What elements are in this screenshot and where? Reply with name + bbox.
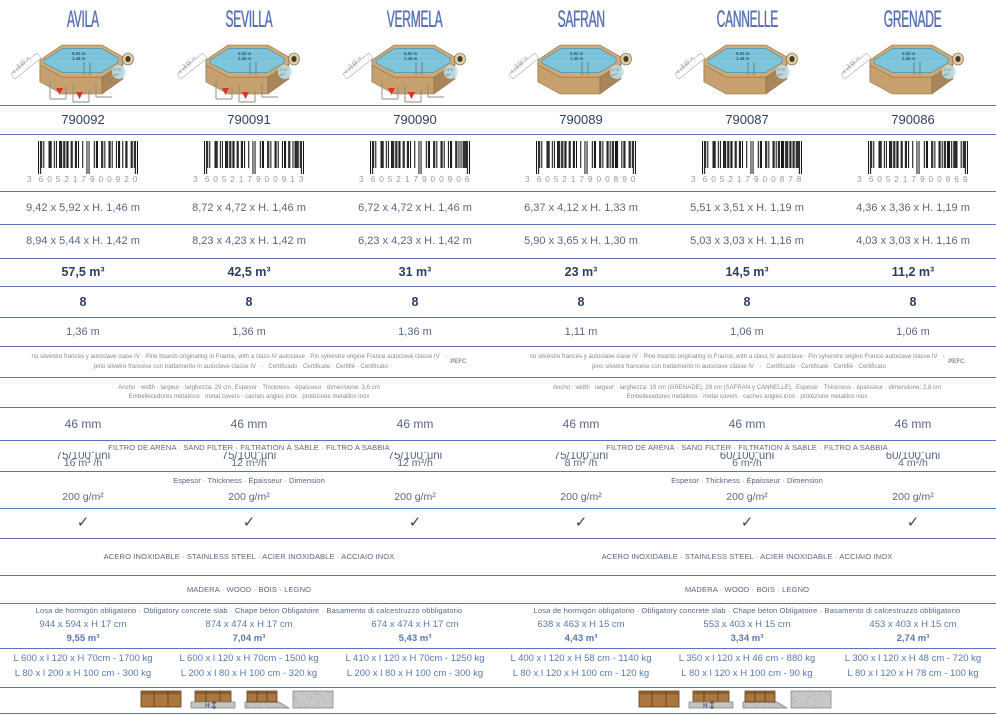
svg-text:0: 0	[762, 174, 767, 184]
svg-text:1: 1	[902, 174, 907, 184]
svg-text:3: 3	[857, 174, 862, 184]
svg-text:1.46 m: 1.46 m	[902, 56, 916, 61]
svg-text:1: 1	[72, 174, 77, 184]
svg-text:2: 2	[64, 174, 69, 184]
svg-text:4.15 m: 4.15 m	[11, 61, 27, 75]
svg-text:5: 5	[221, 174, 226, 184]
svg-text:7: 7	[788, 174, 793, 184]
svg-text:9: 9	[622, 174, 627, 184]
svg-text:3: 3	[193, 174, 198, 184]
svg-text:0: 0	[107, 174, 112, 184]
svg-text:0: 0	[379, 174, 384, 184]
svg-text:m³: m³	[280, 72, 285, 77]
svg-text:2: 2	[894, 174, 899, 184]
svg-text:0: 0	[937, 174, 942, 184]
svg-text:1.46 m: 1.46 m	[404, 56, 418, 61]
svg-text:7: 7	[911, 174, 916, 184]
svg-text:6: 6	[38, 174, 43, 184]
svg-text:6: 6	[868, 174, 873, 184]
svg-text:0: 0	[630, 174, 635, 184]
svg-text:9: 9	[587, 174, 592, 184]
svg-text:3: 3	[298, 174, 303, 184]
svg-text:7: 7	[81, 174, 86, 184]
svg-text:9: 9	[255, 174, 260, 184]
svg-text:0: 0	[439, 174, 444, 184]
svg-text:H: H	[205, 702, 210, 709]
svg-text:0: 0	[47, 174, 52, 184]
svg-text:m³: m³	[446, 72, 451, 77]
svg-text:1.46 m: 1.46 m	[736, 56, 750, 61]
svg-text:8: 8	[796, 174, 801, 184]
svg-text:8: 8	[945, 174, 950, 184]
svg-text:7: 7	[745, 174, 750, 184]
svg-text:3: 3	[691, 174, 696, 184]
svg-text:m³: m³	[944, 72, 949, 77]
svg-text:8: 8	[779, 174, 784, 184]
svg-text:6: 6	[204, 174, 209, 184]
svg-text:7: 7	[413, 174, 418, 184]
svg-text:9: 9	[447, 174, 452, 184]
svg-text:4.15 m: 4.15 m	[675, 61, 691, 75]
svg-text:7: 7	[247, 174, 252, 184]
svg-text:1.46 m: 1.46 m	[238, 56, 252, 61]
svg-text:0: 0	[264, 174, 269, 184]
svg-text:5: 5	[553, 174, 558, 184]
svg-text:4.15 m: 4.15 m	[343, 61, 359, 75]
svg-text:6: 6	[536, 174, 541, 184]
svg-text:6: 6	[370, 174, 375, 184]
svg-text:1: 1	[238, 174, 243, 184]
svg-text:H: H	[703, 702, 708, 709]
svg-text:0: 0	[430, 174, 435, 184]
svg-text:7: 7	[579, 174, 584, 184]
svg-text:0: 0	[605, 174, 610, 184]
svg-text:9: 9	[753, 174, 758, 184]
svg-text:3: 3	[27, 174, 32, 184]
svg-text:0: 0	[877, 174, 882, 184]
svg-text:m³: m³	[114, 72, 119, 77]
svg-text:5: 5	[55, 174, 60, 184]
svg-text:m³: m³	[778, 72, 783, 77]
svg-text:6: 6	[702, 174, 707, 184]
svg-text:5: 5	[387, 174, 392, 184]
svg-text:0: 0	[711, 174, 716, 184]
svg-text:0: 0	[456, 174, 461, 184]
svg-text:9: 9	[281, 174, 286, 184]
svg-text:6: 6	[954, 174, 959, 184]
svg-text:9: 9	[421, 174, 426, 184]
svg-text:m³: m³	[612, 72, 617, 77]
svg-text:5: 5	[885, 174, 890, 184]
svg-text:0: 0	[545, 174, 550, 184]
svg-text:2: 2	[562, 174, 567, 184]
svg-text:0: 0	[213, 174, 218, 184]
svg-text:4.15 m: 4.15 m	[177, 61, 193, 75]
svg-text:3: 3	[359, 174, 364, 184]
svg-text:0: 0	[98, 174, 103, 184]
svg-text:3: 3	[525, 174, 530, 184]
svg-text:2: 2	[230, 174, 235, 184]
svg-text:0: 0	[132, 174, 137, 184]
svg-text:2: 2	[396, 174, 401, 184]
svg-text:9: 9	[89, 174, 94, 184]
svg-text:0: 0	[273, 174, 278, 184]
svg-text:2: 2	[728, 174, 733, 184]
svg-text:9: 9	[962, 174, 967, 184]
svg-text:4.15 m: 4.15 m	[841, 61, 857, 75]
svg-text:8: 8	[613, 174, 618, 184]
svg-text:4.15 m: 4.15 m	[509, 61, 525, 75]
svg-text:0: 0	[596, 174, 601, 184]
svg-text:1: 1	[290, 174, 295, 184]
svg-text:0: 0	[771, 174, 776, 184]
svg-text:1: 1	[404, 174, 409, 184]
svg-text:5: 5	[719, 174, 724, 184]
svg-text:1: 1	[570, 174, 575, 184]
svg-text:0: 0	[928, 174, 933, 184]
svg-text:2: 2	[124, 174, 129, 184]
svg-text:9: 9	[115, 174, 120, 184]
svg-text:6: 6	[464, 174, 469, 184]
svg-text:1.46 m: 1.46 m	[570, 56, 584, 61]
svg-text:9: 9	[919, 174, 924, 184]
svg-text:1.46 m: 1.46 m	[72, 56, 86, 61]
svg-text:1: 1	[736, 174, 741, 184]
